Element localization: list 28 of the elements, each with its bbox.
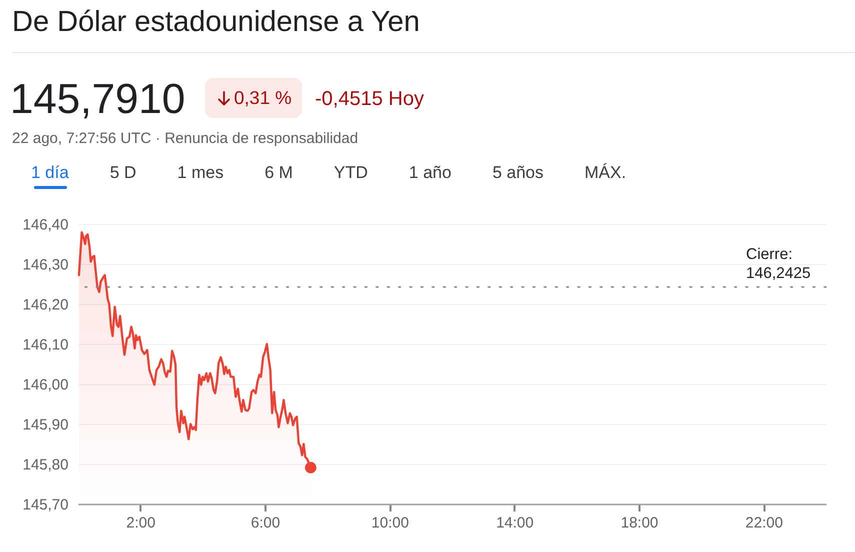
- ref-line-label: Cierre: 146,2425: [746, 246, 811, 282]
- text: 1 día: [31, 163, 69, 183]
- x-tick-label: 22:00: [745, 514, 783, 532]
- text: MÁX.: [584, 163, 626, 183]
- y-tick-label: 145,70: [22, 496, 68, 514]
- text: 1 año: [408, 163, 452, 183]
- text: 0,31 %: [234, 87, 292, 109]
- x-tick-label: 6:00: [250, 514, 280, 532]
- y-tick-label: 146,40: [22, 216, 68, 234]
- x-tick-label: 14:00: [496, 514, 534, 532]
- text: YTD: [334, 163, 368, 183]
- x-tick-label: 18:00: [620, 514, 658, 532]
- text: 145,7910: [10, 75, 186, 122]
- y-tick-label: 146,20: [22, 296, 68, 314]
- y-tick-label: 145,90: [22, 416, 68, 434]
- text: 5 D: [110, 163, 136, 183]
- y-tick-label: 146,10: [22, 336, 68, 354]
- y-tick-label: 145,80: [22, 456, 68, 474]
- chart-subtitle: 22 ago, 7:27:56 UTC · Renuncia de responsabilidad: [12, 130, 358, 148]
- text: 6 M: [264, 163, 293, 183]
- y-tick-label: 146,30: [22, 256, 68, 274]
- x-tick-label: 2:00: [126, 514, 156, 532]
- x-tick-label: 10:00: [371, 514, 409, 532]
- chart-title: De Dólar estadounidense a Yen: [12, 5, 420, 39]
- text: -0,4515 Hoy: [315, 87, 424, 111]
- text: 1 mes: [177, 163, 224, 183]
- text: 5 años: [492, 163, 544, 183]
- y-tick-label: 146,00: [22, 376, 68, 394]
